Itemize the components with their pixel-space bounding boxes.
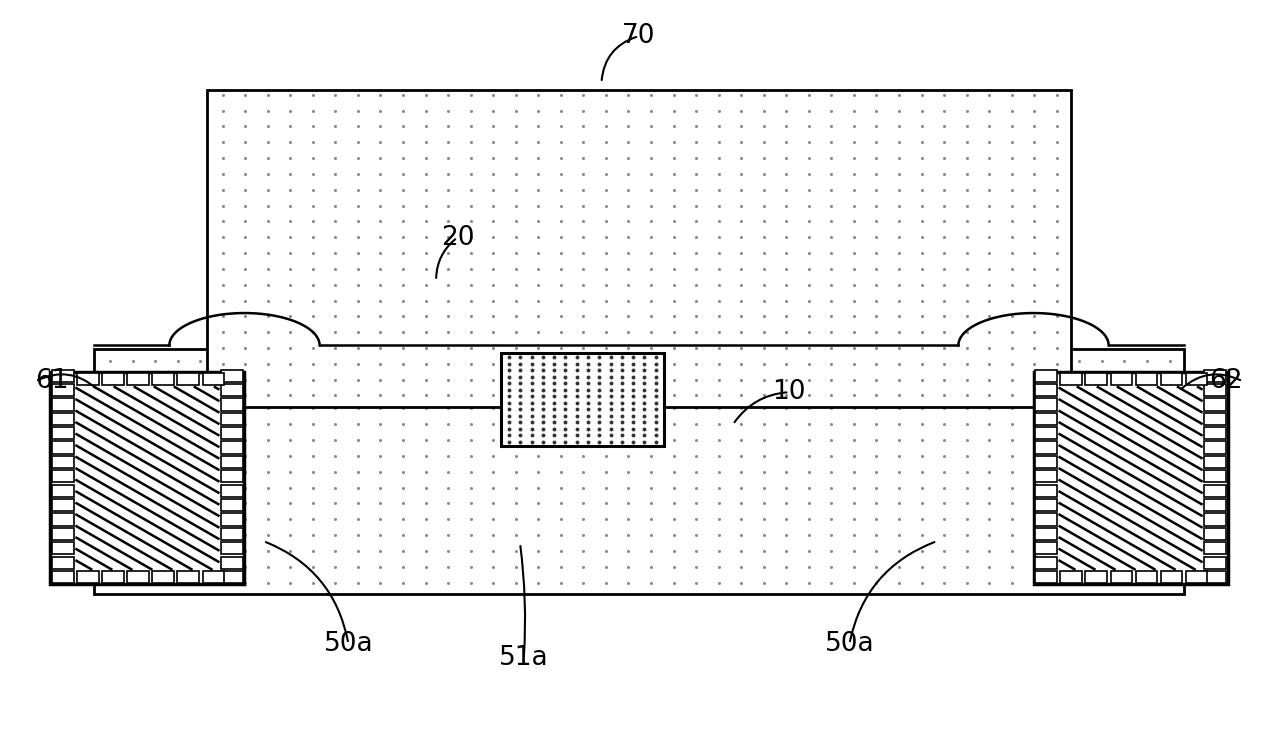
Bar <box>221 369 243 382</box>
Bar <box>221 456 243 468</box>
Bar <box>128 373 148 385</box>
Bar <box>52 441 74 454</box>
Bar <box>52 513 74 526</box>
Bar <box>1160 571 1182 583</box>
Bar <box>1035 441 1057 454</box>
Text: 50a: 50a <box>824 631 874 657</box>
Bar <box>1034 372 1228 584</box>
Text: 62: 62 <box>1209 368 1242 394</box>
Bar <box>1035 413 1057 425</box>
Bar <box>1111 373 1132 385</box>
Bar <box>221 513 243 526</box>
Bar <box>1035 571 1057 583</box>
Bar <box>221 427 243 439</box>
Bar <box>52 427 74 439</box>
Bar <box>1186 571 1206 583</box>
Bar <box>1035 427 1057 439</box>
Bar <box>1204 427 1226 439</box>
Bar <box>221 499 243 511</box>
Text: 70: 70 <box>622 23 656 49</box>
Bar <box>221 528 243 540</box>
Bar <box>1035 556 1057 569</box>
Bar <box>221 413 243 425</box>
Bar <box>1035 513 1057 526</box>
Bar <box>1035 484 1057 497</box>
Bar <box>52 399 74 410</box>
Bar <box>1204 484 1226 497</box>
Bar <box>1204 470 1226 482</box>
Bar <box>102 373 124 385</box>
Bar <box>221 571 243 583</box>
Bar <box>221 470 243 482</box>
Bar <box>52 556 74 569</box>
Bar <box>1204 456 1226 468</box>
Bar <box>52 413 74 425</box>
Bar <box>1136 571 1157 583</box>
Bar <box>77 373 98 385</box>
Bar <box>152 373 174 385</box>
Bar <box>1061 373 1081 385</box>
Bar <box>128 571 148 583</box>
Bar <box>1204 384 1226 396</box>
Bar <box>1035 399 1057 410</box>
Bar <box>52 571 74 583</box>
Bar <box>1136 373 1157 385</box>
Bar <box>1204 399 1226 410</box>
Bar <box>221 542 243 554</box>
Bar <box>178 571 199 583</box>
Bar <box>52 528 74 540</box>
Text: 10: 10 <box>772 379 806 405</box>
Text: 20: 20 <box>441 225 474 250</box>
Bar <box>1035 499 1057 511</box>
Bar <box>221 441 243 454</box>
Bar <box>501 352 665 446</box>
Bar <box>1204 413 1226 425</box>
Bar <box>1204 571 1226 583</box>
Bar <box>221 484 243 497</box>
Bar <box>221 384 243 396</box>
Bar <box>1111 571 1132 583</box>
Bar <box>52 499 74 511</box>
Bar <box>1204 369 1226 382</box>
Bar <box>1035 542 1057 554</box>
Bar <box>77 571 98 583</box>
Bar <box>1204 528 1226 540</box>
Bar <box>52 484 74 497</box>
Bar <box>52 470 74 482</box>
Bar <box>1035 384 1057 396</box>
Bar <box>1204 556 1226 569</box>
Bar <box>1204 499 1226 511</box>
Bar <box>1160 373 1182 385</box>
Text: 61: 61 <box>36 368 69 394</box>
Bar <box>52 369 74 382</box>
Bar <box>102 571 124 583</box>
Bar <box>52 542 74 554</box>
Text: 50a: 50a <box>323 631 373 657</box>
Bar <box>52 456 74 468</box>
Bar <box>1204 513 1226 526</box>
Bar <box>1035 369 1057 382</box>
Bar <box>202 373 224 385</box>
Bar <box>1035 528 1057 540</box>
Bar <box>1035 470 1057 482</box>
Bar <box>1186 373 1206 385</box>
Bar <box>52 384 74 396</box>
Bar <box>178 373 199 385</box>
Bar <box>1085 571 1107 583</box>
Bar <box>207 90 1071 407</box>
Bar <box>152 571 174 583</box>
Bar <box>1085 373 1107 385</box>
Bar <box>202 571 224 583</box>
Bar <box>221 399 243 410</box>
Bar <box>1204 441 1226 454</box>
Bar <box>95 349 1183 594</box>
Bar <box>1035 456 1057 468</box>
Bar <box>221 556 243 569</box>
Bar <box>50 372 244 584</box>
Text: 51a: 51a <box>498 645 548 672</box>
Bar <box>1204 542 1226 554</box>
Bar <box>1061 571 1081 583</box>
